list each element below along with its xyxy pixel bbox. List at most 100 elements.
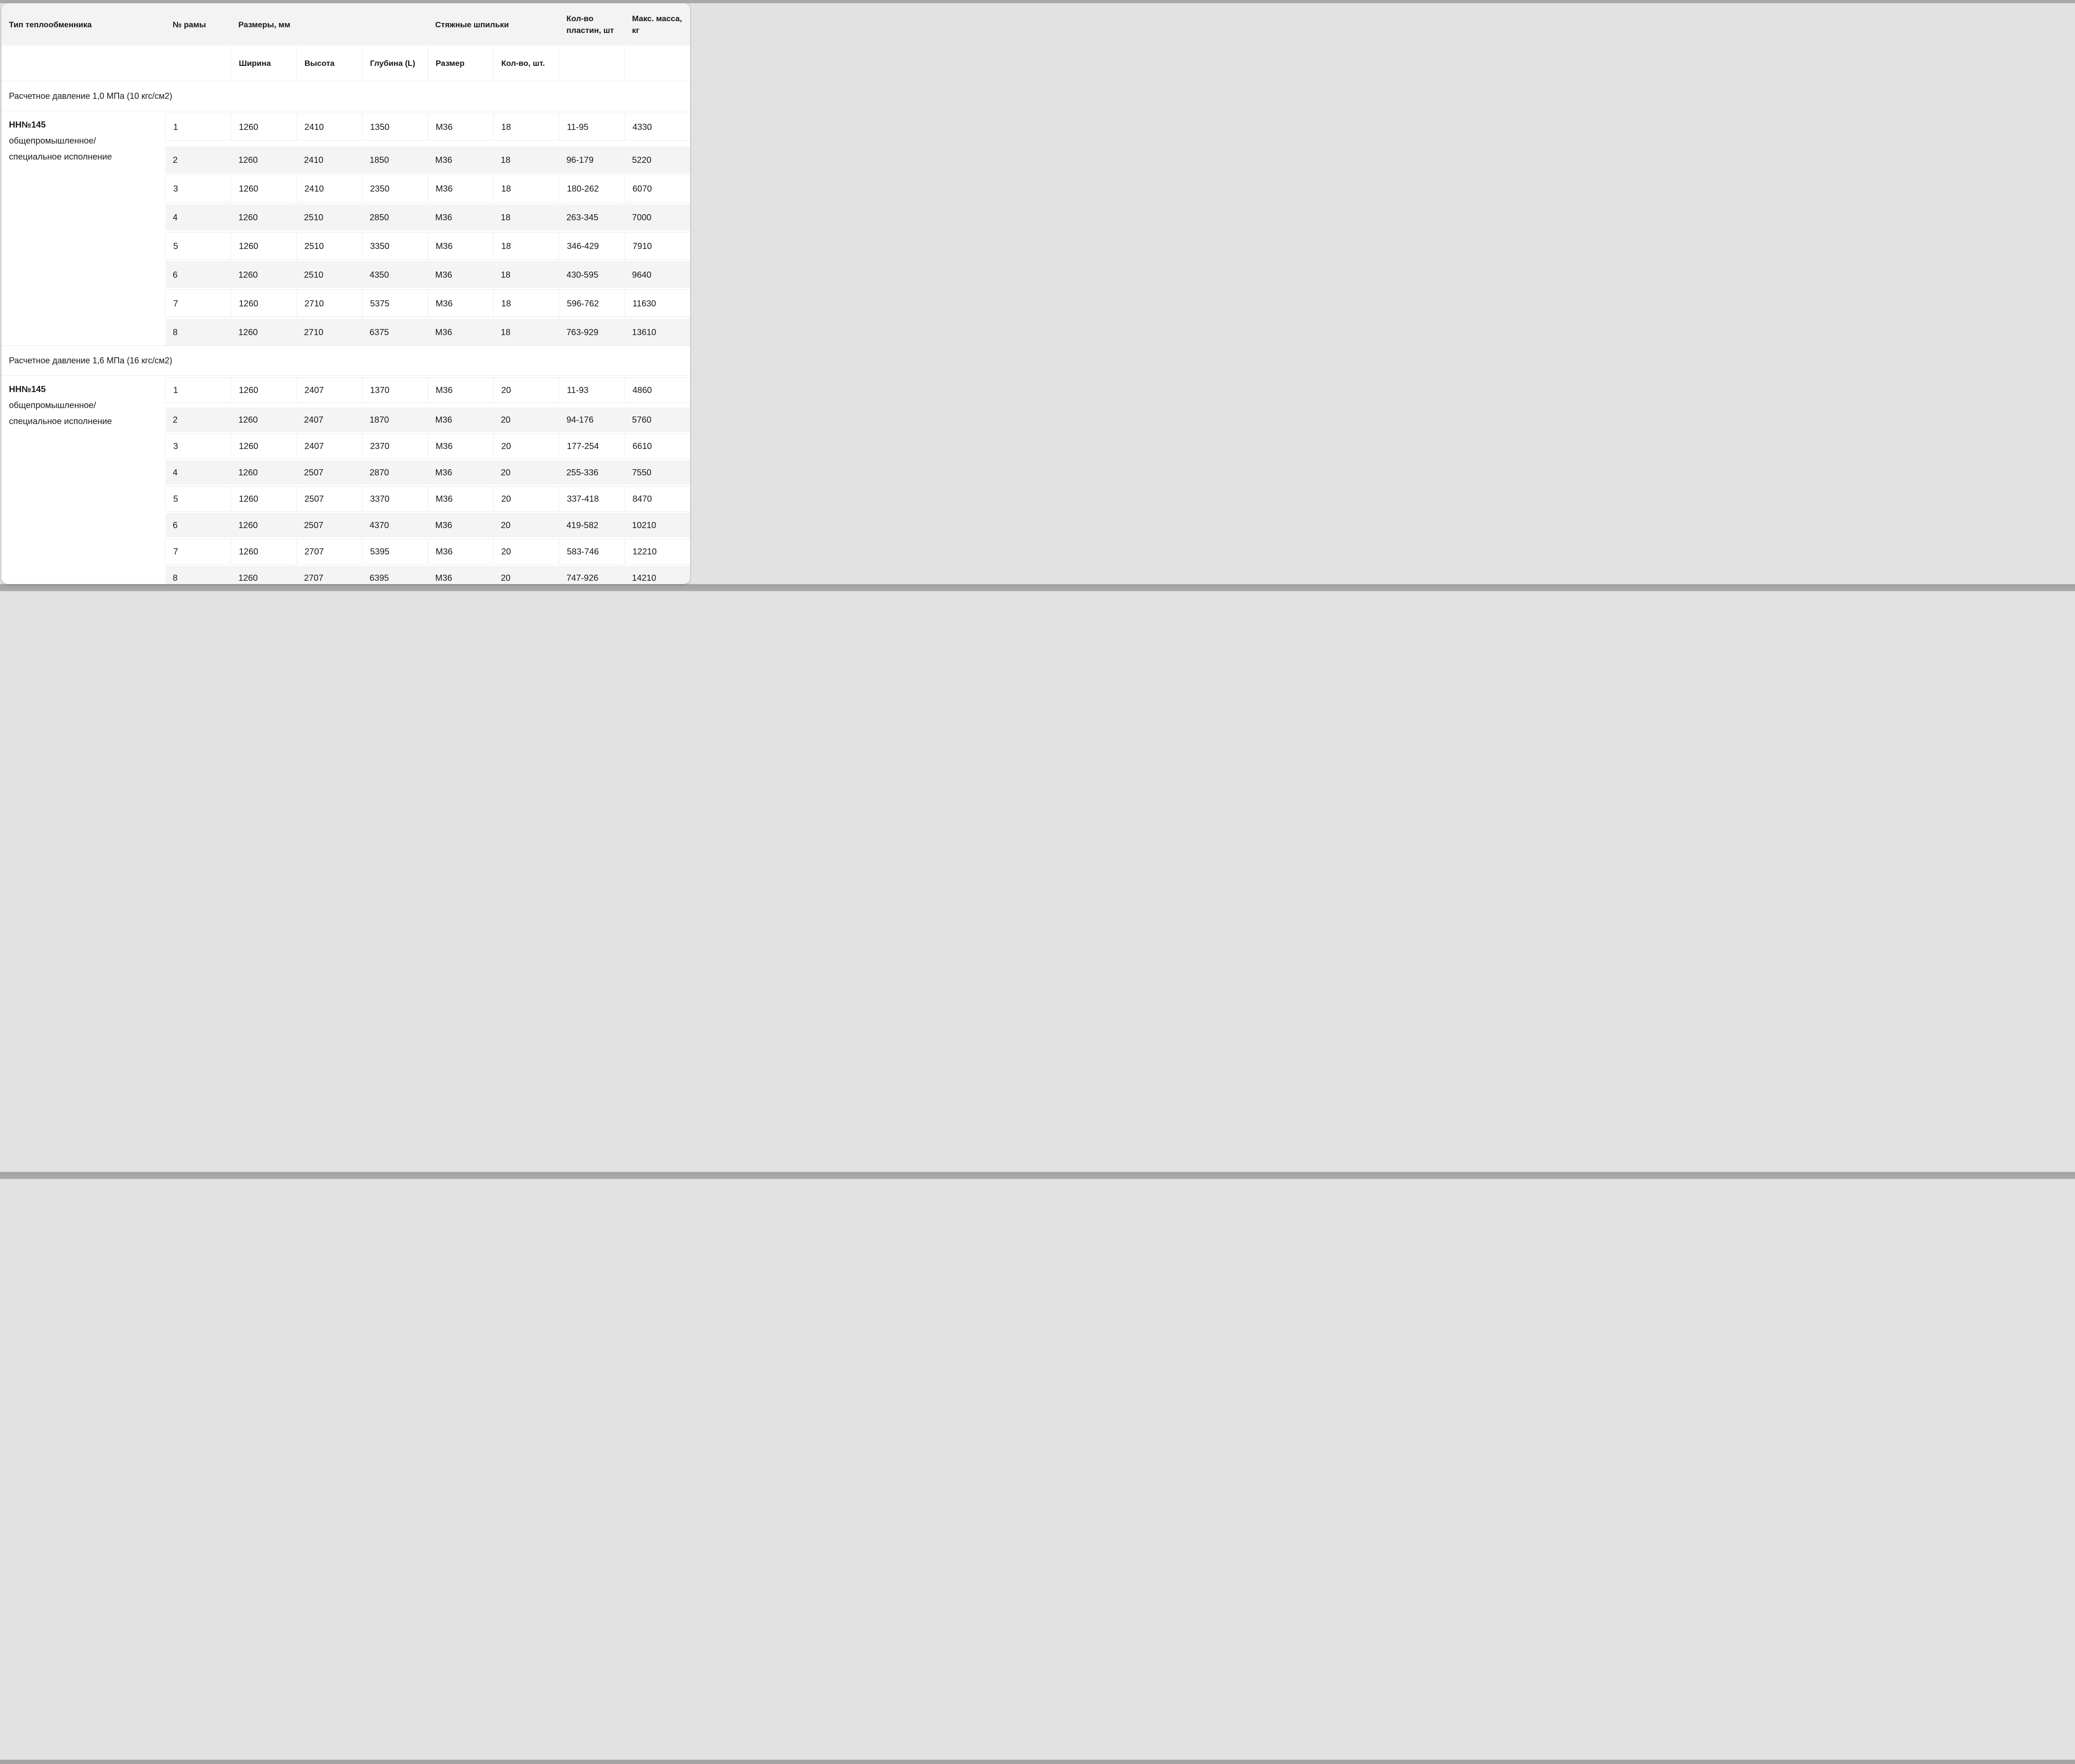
heat-exchanger-type-cell: НН№145 общепромышленное/ специальное исп… (1, 376, 165, 584)
cell: М36 (435, 520, 452, 530)
cell: 1260 (231, 175, 296, 202)
cell: 20 (500, 415, 511, 425)
cell: М36 (435, 467, 452, 477)
pressure-section-2: Расчетное давление 1,6 МПа (16 кгс/см2) … (1, 345, 690, 584)
cell: 583-746 (559, 539, 624, 564)
cell: 6 (173, 520, 178, 530)
cell: 6375 (370, 327, 389, 337)
cell: 2410 (304, 154, 323, 165)
cell: 18 (500, 269, 511, 280)
cell: 3 (165, 175, 231, 202)
cell: 1260 (231, 487, 296, 511)
cell: 4350 (370, 269, 389, 280)
cell: 4370 (370, 520, 389, 530)
table-row: 1 1260 2407 1370 М36 20 11-93 4860 (165, 377, 690, 403)
cell: М36 (435, 327, 452, 337)
cell: 1260 (238, 327, 258, 337)
cell: 263-345 (566, 212, 599, 222)
cell: 763-929 (566, 327, 599, 337)
cell: 20 (493, 487, 559, 511)
cell: М36 (427, 378, 493, 402)
column-header-mass: Макс. масса, кг (632, 14, 682, 35)
cell: М36 (435, 269, 452, 280)
cell: 6395 (370, 573, 389, 583)
cell: 6070 (624, 175, 690, 202)
cell: 2407 (304, 415, 323, 425)
cell: 2510 (304, 212, 323, 222)
cell: М36 (427, 290, 493, 317)
table-row: 2 1260 2407 1870 М36 20 94-176 5760 (165, 408, 690, 432)
table-row: 3 1260 2410 2350 М36 18 180-262 6070 (165, 175, 690, 202)
subheader-empty-type (1, 46, 165, 81)
cell: М36 (435, 212, 452, 222)
cell: 180-262 (559, 175, 624, 202)
cell: 18 (493, 113, 559, 140)
column-header-type: Тип теплообменника (9, 20, 92, 29)
cell: 2507 (296, 487, 362, 511)
cell: 1260 (238, 467, 258, 477)
cell: 14210 (632, 573, 657, 583)
cell: 9640 (632, 269, 651, 280)
cell: 2870 (370, 467, 389, 477)
cell: 596-762 (559, 290, 624, 317)
column-header-frame: № рамы (173, 20, 206, 29)
cell: 1850 (370, 154, 389, 165)
subheader-empty-plates (559, 46, 624, 81)
cell: М36 (427, 233, 493, 259)
column-header-plates: Кол-во пластин, шт (566, 14, 614, 35)
cell: 7910 (624, 233, 690, 259)
section-title: Расчетное давление 1,0 МПа (10 кгс/см2) (1, 81, 690, 111)
cell: 2410 (296, 113, 362, 140)
subheader-height: Высота (296, 46, 362, 81)
cell: 1260 (231, 113, 296, 140)
cell: 7550 (632, 467, 651, 477)
cell: 1260 (231, 434, 296, 458)
table-row: 6 1260 2510 4350 М36 18 430-595 9640 (165, 261, 690, 288)
cell: 4 (173, 467, 178, 477)
cell: 11-93 (559, 378, 624, 402)
cell: 2710 (296, 290, 362, 317)
cell: 18 (493, 175, 559, 202)
cell: 1870 (370, 415, 389, 425)
cell: М36 (435, 154, 452, 165)
cell: 94-176 (566, 415, 594, 425)
heat-exchanger-name: НН№145 (9, 384, 46, 394)
cell: 2707 (304, 573, 323, 583)
cell: М36 (435, 415, 452, 425)
table-row: 2 1260 2410 1850 М36 18 96-179 5220 (165, 146, 690, 173)
table-row: 3 1260 2407 2370 М36 20 177-254 6610 (165, 433, 690, 459)
cell: 11630 (624, 290, 690, 317)
cell: 20 (500, 467, 511, 477)
cell: 3370 (362, 487, 427, 511)
cell: 8470 (624, 487, 690, 511)
cell: 1260 (231, 378, 296, 402)
subheader-stud-size: Размер (427, 46, 493, 81)
cell: 255-336 (566, 467, 599, 477)
cell: 2507 (304, 520, 323, 530)
cell: 1350 (362, 113, 427, 140)
cell: 1260 (231, 539, 296, 564)
cell: 8 (173, 573, 178, 583)
section-body: НН№145 общепромышленное/ специальное исп… (1, 111, 690, 345)
cell: 18 (500, 327, 511, 337)
subheader-empty-mass (624, 46, 690, 81)
section-body: НН№145 общепромышленное/ специальное исп… (1, 376, 690, 584)
cell: 5220 (632, 154, 651, 165)
heat-exchanger-name: НН№145 (9, 120, 46, 129)
table-row: 4 1260 2507 2870 М36 20 255-336 7550 (165, 460, 690, 485)
section-title: Расчетное давление 1,6 МПа (16 кгс/см2) (1, 345, 690, 376)
table-row: 5 1260 2507 3370 М36 20 337-418 8470 (165, 486, 690, 512)
cell: 20 (493, 378, 559, 402)
cell: 18 (493, 233, 559, 259)
cell: 2 (173, 415, 178, 425)
cell: 5395 (362, 539, 427, 564)
cell: 5375 (362, 290, 427, 317)
cell: 2850 (370, 212, 389, 222)
cell: 3350 (362, 233, 427, 259)
cell: 1370 (362, 378, 427, 402)
cell: М36 (435, 573, 452, 583)
heat-exchanger-desc-line: общепромышленное/ (9, 400, 96, 410)
subheader-empty-frame (165, 46, 231, 81)
cell: 20 (500, 520, 511, 530)
cell: 2507 (304, 467, 323, 477)
